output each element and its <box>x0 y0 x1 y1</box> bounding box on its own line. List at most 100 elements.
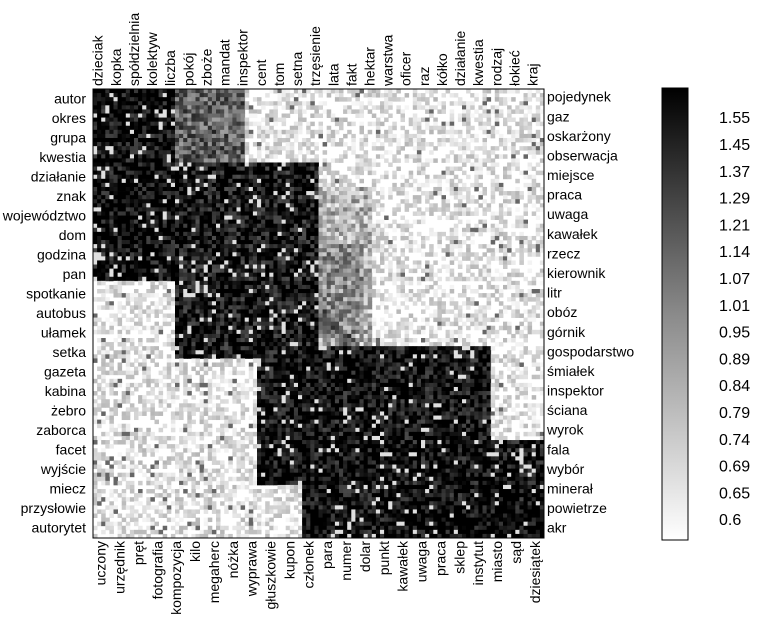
heatmap-cell <box>486 154 492 159</box>
heatmap-cell <box>408 276 414 282</box>
heatmap-cell <box>244 89 250 94</box>
heatmap-cell <box>498 260 504 265</box>
heatmap-cell <box>113 199 118 204</box>
heatmap-cell <box>367 276 373 282</box>
heatmap-cell <box>154 231 159 237</box>
heatmap-cell <box>142 117 147 123</box>
heatmap-cell <box>339 256 344 261</box>
heatmap-cell <box>277 137 282 143</box>
heatmap-cell <box>269 109 274 114</box>
heatmap-cell <box>412 101 418 106</box>
heatmap-cell <box>224 142 229 147</box>
heatmap-cell <box>257 305 262 310</box>
heatmap-cell <box>425 182 430 188</box>
heatmap-cell <box>404 219 410 225</box>
heatmap-cell <box>113 223 118 229</box>
heatmap-cell <box>216 113 221 118</box>
heatmap-cell <box>162 133 168 139</box>
heatmap-cell <box>121 191 127 196</box>
heatmap-cell <box>298 272 303 278</box>
heatmap-cell <box>433 146 438 151</box>
heatmap-cell <box>293 129 299 135</box>
heatmap-cell <box>265 317 270 323</box>
heatmap-cell <box>117 101 123 106</box>
heatmap-cell <box>236 142 241 147</box>
heatmap-cell <box>482 129 487 135</box>
heatmap-cell <box>306 211 311 216</box>
heatmap-cell <box>228 97 233 102</box>
heatmap-cell <box>105 174 110 180</box>
heatmap-cell <box>437 101 442 106</box>
heatmap-cell <box>117 105 123 110</box>
heatmap-cell <box>515 191 520 196</box>
heatmap-cell <box>474 146 479 151</box>
heatmap-cell <box>498 109 504 114</box>
heatmap-cell <box>236 219 241 225</box>
heatmap-cell <box>121 93 127 98</box>
heatmap-cell <box>273 113 278 118</box>
heatmap-cell <box>211 293 217 298</box>
heatmap-cell <box>437 125 442 131</box>
heatmap-cell <box>142 211 147 216</box>
heatmap-cell <box>281 195 287 200</box>
heatmap-cell <box>195 109 200 114</box>
heatmap-cell <box>322 211 328 216</box>
heatmap-cell <box>306 219 311 225</box>
heatmap-cell <box>416 170 422 176</box>
heatmap-cell <box>236 97 241 102</box>
heatmap-cell <box>359 264 364 269</box>
heatmap-cell <box>363 105 369 110</box>
heatmap-cell <box>232 268 237 274</box>
heatmap-cell <box>482 191 487 196</box>
heatmap-cell <box>474 227 479 233</box>
heatmap-cell <box>334 142 340 147</box>
heatmap-cell <box>449 240 455 245</box>
heatmap-cell <box>105 203 110 208</box>
heatmap-cell <box>236 215 241 221</box>
heatmap-cell <box>523 248 528 253</box>
heatmap-cell <box>158 203 164 208</box>
heatmap-cell <box>183 284 188 290</box>
heatmap-cell <box>396 158 401 163</box>
heatmap-cell <box>150 191 155 196</box>
heatmap-cell <box>277 293 282 298</box>
heatmap-cell <box>261 313 266 318</box>
heatmap-cell <box>449 329 455 335</box>
heatmap-cell <box>261 203 266 208</box>
heatmap-cell <box>494 162 500 167</box>
heatmap-cell <box>416 186 422 192</box>
heatmap-cell <box>220 301 225 306</box>
heatmap-cell <box>416 211 422 216</box>
heatmap-cell <box>117 280 123 286</box>
heatmap-cell <box>306 207 311 212</box>
heatmap-cell <box>355 154 360 159</box>
heatmap-cell <box>523 97 528 102</box>
heatmap-cell <box>211 166 217 172</box>
heatmap-cell <box>363 223 369 229</box>
heatmap-cell <box>109 313 114 318</box>
heatmap-cell <box>326 186 332 192</box>
heatmap-cell <box>248 256 254 261</box>
heatmap-cell <box>388 142 393 147</box>
heatmap-cell <box>232 309 237 314</box>
heatmap-cell <box>162 256 168 261</box>
heatmap-cell <box>252 158 258 163</box>
heatmap-cell <box>138 231 143 237</box>
heatmap-cell <box>404 93 410 98</box>
heatmap-cell <box>474 133 479 139</box>
heatmap-cell <box>285 97 291 102</box>
heatmap-cell <box>482 137 487 143</box>
heatmap-cell <box>105 260 110 265</box>
heatmap-cell <box>334 231 340 237</box>
heatmap-cell <box>388 329 393 335</box>
heatmap-cell <box>421 309 426 314</box>
heatmap-cell <box>101 146 106 151</box>
heatmap-cell <box>355 264 360 269</box>
heatmap-cell <box>261 272 266 278</box>
heatmap-cell <box>220 109 225 114</box>
heatmap-cell <box>244 117 250 123</box>
heatmap-cell <box>134 178 139 184</box>
heatmap-cell <box>531 154 537 159</box>
heatmap-cell <box>449 117 455 123</box>
heatmap-cell <box>129 240 135 245</box>
